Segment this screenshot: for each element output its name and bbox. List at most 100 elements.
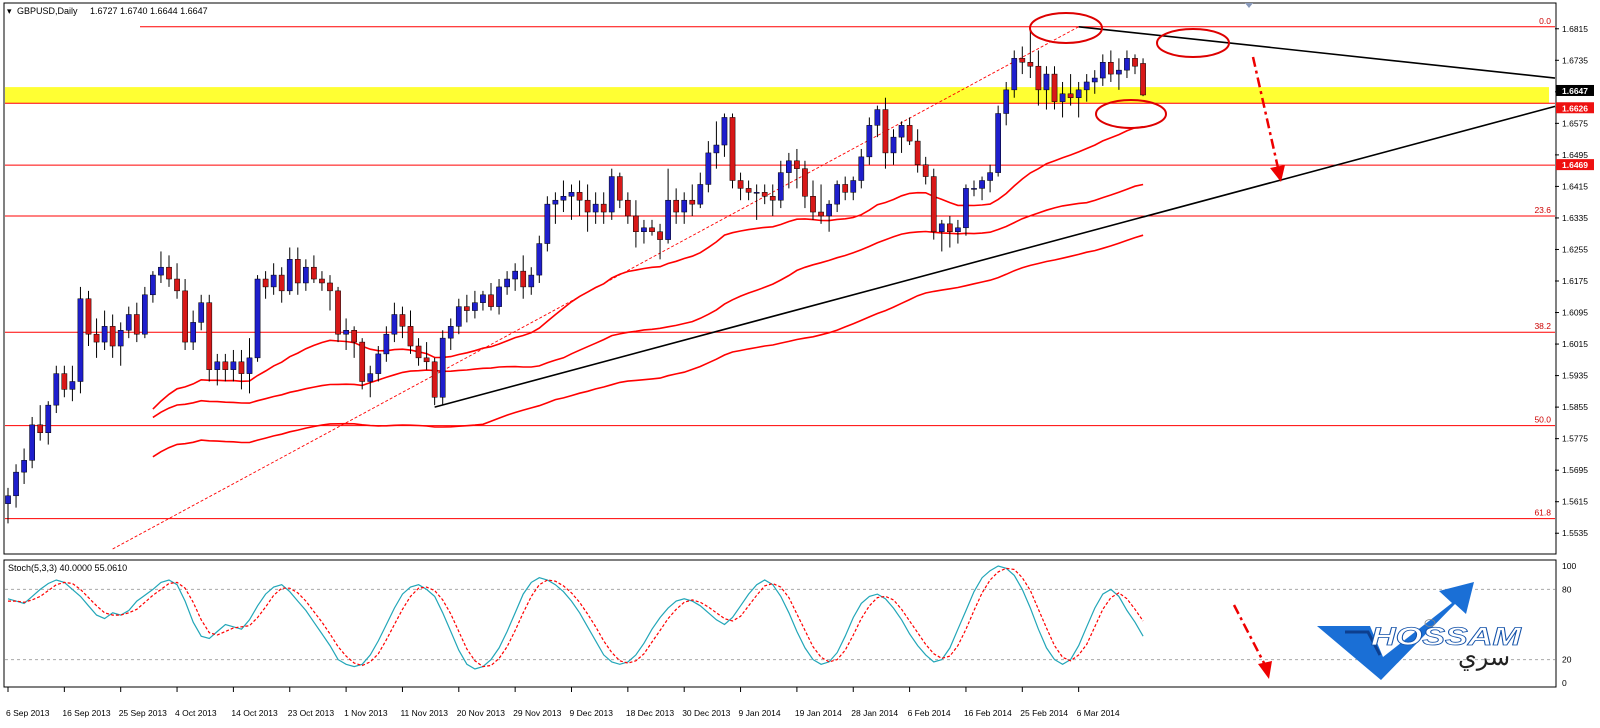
bull-candle [1083, 81, 1090, 91]
x-tick-label: 19 Jan 2014 [795, 708, 842, 718]
bull-candle [955, 227, 961, 232]
bull-candle [858, 156, 865, 181]
chart-ohlc: 1.6727 1.6740 1.6644 1.6647 [90, 6, 208, 16]
bear-candle [359, 341, 366, 382]
hossam-logo: HOSSAM سري [1317, 582, 1523, 680]
ma-fast-line [152, 126, 1144, 410]
y-tick-label: 1.6255 [1562, 244, 1588, 254]
bull-candle [890, 136, 897, 154]
bull-candle [1124, 58, 1130, 71]
bear-candle [407, 326, 414, 347]
bull-candle [705, 152, 712, 185]
chart-header-arrow[interactable]: ▾ [7, 6, 12, 16]
bear-candle [431, 361, 438, 398]
bear-candle [1067, 93, 1074, 98]
bear-candle [761, 192, 768, 197]
bear-candle [415, 345, 422, 359]
y-tick-label: 1.6495 [1562, 150, 1588, 160]
bull-candle [753, 192, 760, 194]
bear-candle [351, 330, 357, 343]
bull-candle [13, 471, 19, 497]
fib-label-50-0: 50.0 [1534, 415, 1551, 425]
x-tick-label: 25 Sep 2013 [119, 708, 167, 718]
bull-candle [286, 259, 293, 292]
bull-candle [979, 180, 985, 189]
bear-candle [423, 357, 430, 363]
resistance-zone [5, 87, 1549, 104]
bull-candle [971, 188, 977, 190]
bull-candle [898, 125, 905, 138]
y-tick-label: 1.6815 [1562, 24, 1588, 34]
bull-candle [439, 337, 446, 398]
bear-candle [616, 176, 623, 201]
stoch-y-tick-label: 0 [1562, 678, 1567, 688]
bull-candle [1075, 89, 1082, 98]
x-tick-label: 16 Sep 2013 [62, 708, 110, 718]
bear-candle [1132, 58, 1138, 67]
bull-candle [496, 286, 502, 307]
top-circle-1 [1029, 12, 1103, 44]
bull-candle [1003, 89, 1010, 114]
bull-candle [303, 266, 309, 284]
bear-candle [278, 274, 285, 292]
bear-candle [1019, 58, 1026, 63]
bear-candle [1108, 62, 1114, 75]
x-tick-label: 16 Feb 2014 [964, 708, 1012, 718]
bear-candle [818, 211, 824, 217]
stoch-panel-frame [3, 559, 1557, 688]
y-tick-label: 1.6415 [1562, 181, 1588, 191]
bull-candle [198, 302, 205, 323]
x-tick-label: 18 Dec 2013 [626, 708, 674, 718]
x-tick-label: 6 Feb 2014 [908, 708, 951, 718]
x-tick-label: 25 Feb 2014 [1020, 708, 1068, 718]
bull-candle [1043, 73, 1050, 91]
bear-candle [810, 196, 816, 213]
bear-candle [61, 373, 68, 390]
bear-candle [1140, 63, 1146, 96]
bear-candle [182, 290, 188, 343]
bull-candle [697, 184, 704, 205]
bull-candle [391, 314, 398, 335]
bear-candle [657, 231, 663, 240]
bull-candle [963, 188, 969, 229]
top-circle-2 [1156, 28, 1230, 58]
x-tick-label: 11 Nov 2013 [400, 708, 448, 718]
projection-arrow-line [1251, 56, 1280, 169]
bear-candle [464, 306, 470, 311]
bull-candle [504, 278, 510, 288]
bear-candle [93, 333, 100, 343]
bull-candle [69, 381, 76, 390]
bull-candle [713, 144, 720, 154]
bull-candle [1059, 93, 1066, 102]
bull-candle [552, 199, 559, 205]
bear-candle [584, 199, 591, 213]
projection-arrow-head-icon [1270, 165, 1285, 182]
bull-candle [214, 361, 221, 370]
bull-candle [21, 460, 27, 473]
bull-candle [367, 373, 374, 382]
y-tick-label: 1.5935 [1562, 371, 1588, 381]
bull-candle [786, 160, 792, 173]
y-tick-label: 1.6575 [1562, 118, 1588, 128]
bear-candle [882, 109, 889, 154]
bull-candle [834, 184, 840, 205]
bull-candle [568, 192, 575, 197]
stoch-main-line [7, 565, 1144, 670]
support-circle [1095, 99, 1167, 129]
x-tick-label: 6 Mar 2014 [1077, 708, 1120, 718]
ma-slow-line [152, 234, 1144, 458]
stoch-y-tick-label: 80 [1562, 584, 1572, 594]
bull-candle [995, 113, 1001, 173]
bull-candle [512, 270, 518, 280]
bear-candle [399, 314, 406, 327]
price-tag [1556, 102, 1594, 114]
bull-candle [1099, 62, 1106, 79]
bull-candle [472, 302, 478, 311]
bull-candle [190, 322, 197, 343]
logo-arrow-icon [1317, 582, 1474, 680]
bull-candle [1011, 58, 1018, 91]
bull-candle [246, 357, 253, 374]
price-tag-label: 1.6647 [1562, 86, 1588, 96]
stoch-arrow-line [1232, 604, 1267, 666]
